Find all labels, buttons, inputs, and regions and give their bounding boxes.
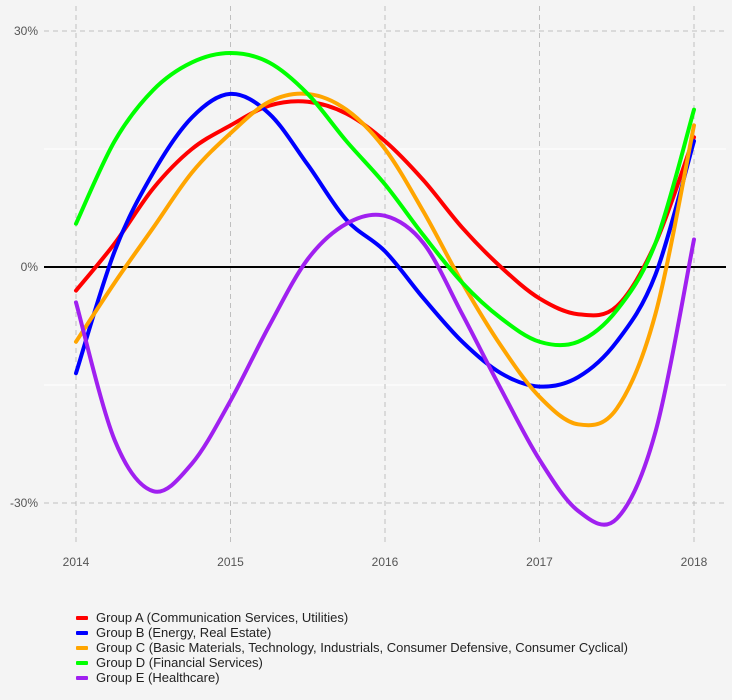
legend-label: Group E (Healthcare) (96, 670, 220, 685)
legend-label: Group C (Basic Materials, Technology, In… (96, 640, 628, 655)
grid (44, 6, 726, 545)
series-line-b (74, 91, 696, 389)
y-axis: -30% 0% 30% (10, 24, 38, 510)
y-tick-label: 0% (21, 260, 39, 274)
y-tick-label: 30% (14, 24, 38, 38)
series-line-d (74, 51, 696, 348)
x-tick-label: 2018 (681, 555, 708, 569)
legend-swatch (76, 645, 88, 650)
legend-label: Group D (Financial Services) (96, 655, 263, 670)
legend-swatch (76, 615, 88, 620)
x-tick-label: 2014 (63, 555, 90, 569)
legend: Group A (Communication Services, Utiliti… (76, 610, 628, 685)
legend-label: Group B (Energy, Real Estate) (96, 625, 272, 640)
y-tick-label: -30% (10, 496, 38, 510)
legend-swatch (76, 675, 88, 680)
legend-label: Group A (Communication Services, Utiliti… (96, 610, 349, 625)
legend-swatch (76, 630, 88, 635)
series-line-e (74, 212, 696, 527)
x-tick-label: 2017 (526, 555, 553, 569)
legend-item: Group B (Energy, Real Estate) (76, 625, 628, 640)
legend-item: Group D (Financial Services) (76, 655, 628, 670)
x-axis: 2014 2015 2016 2017 2018 (63, 555, 708, 569)
legend-item: Group E (Healthcare) (76, 670, 628, 685)
series-line-a (74, 99, 696, 318)
series-group (74, 51, 696, 527)
legend-item: Group A (Communication Services, Utiliti… (76, 610, 628, 625)
x-tick-label: 2015 (217, 555, 244, 569)
series-line-c (74, 91, 696, 428)
legend-item: Group C (Basic Materials, Technology, In… (76, 640, 628, 655)
x-tick-label: 2016 (372, 555, 399, 569)
legend-swatch (76, 660, 88, 665)
